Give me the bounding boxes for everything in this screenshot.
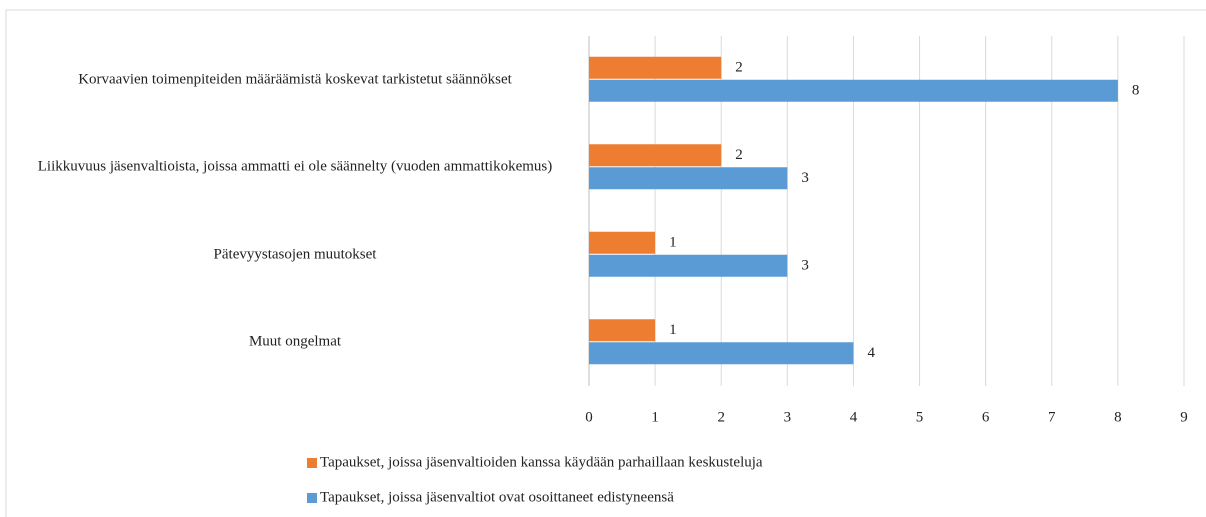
- x-tick-label: 9: [1180, 409, 1188, 425]
- x-tick-label: 5: [916, 409, 924, 425]
- category-label: Muut ongelmat: [248, 333, 342, 350]
- bar: [589, 144, 722, 167]
- category-label: Korvaavien toimenpiteiden määräämistä ko…: [78, 71, 512, 88]
- x-tick-label: 7: [1048, 409, 1056, 425]
- data-label: 1: [669, 235, 677, 251]
- x-tick-label: 6: [982, 409, 990, 425]
- bar: [589, 56, 722, 79]
- data-label: 2: [735, 147, 743, 163]
- x-tick-label: 4: [850, 409, 858, 425]
- legend-label: Tapaukset, joissa jäsenvaltioiden kanssa…: [320, 454, 763, 470]
- legend-swatch: [307, 493, 317, 503]
- bar: [589, 254, 788, 277]
- x-tick-label: 8: [1114, 409, 1122, 425]
- legend-label: Tapaukset, joissa jäsenvaltiot ovat osoi…: [320, 489, 674, 505]
- data-label: 4: [867, 345, 875, 361]
- data-label: 3: [801, 258, 809, 274]
- data-label: 3: [801, 170, 809, 186]
- data-label: 2: [735, 60, 743, 76]
- chart-frame: [5, 9, 1206, 517]
- bar: [589, 231, 656, 254]
- bar: [589, 167, 788, 190]
- bar: [589, 342, 854, 365]
- category-label: Liikkuvuus jäsenvaltioista, joissa ammat…: [37, 158, 553, 175]
- data-label: 1: [669, 322, 677, 338]
- x-tick-label: 1: [651, 409, 659, 425]
- category-label: Pätevyystasojen muutokset: [213, 246, 377, 263]
- legend-swatch: [307, 458, 317, 468]
- data-label: 8: [1132, 83, 1140, 99]
- bar: [589, 319, 656, 342]
- x-tick-label: 0: [585, 409, 593, 425]
- x-tick-label: 3: [784, 409, 792, 425]
- x-tick-label: 2: [717, 409, 725, 425]
- bar: [589, 79, 1118, 102]
